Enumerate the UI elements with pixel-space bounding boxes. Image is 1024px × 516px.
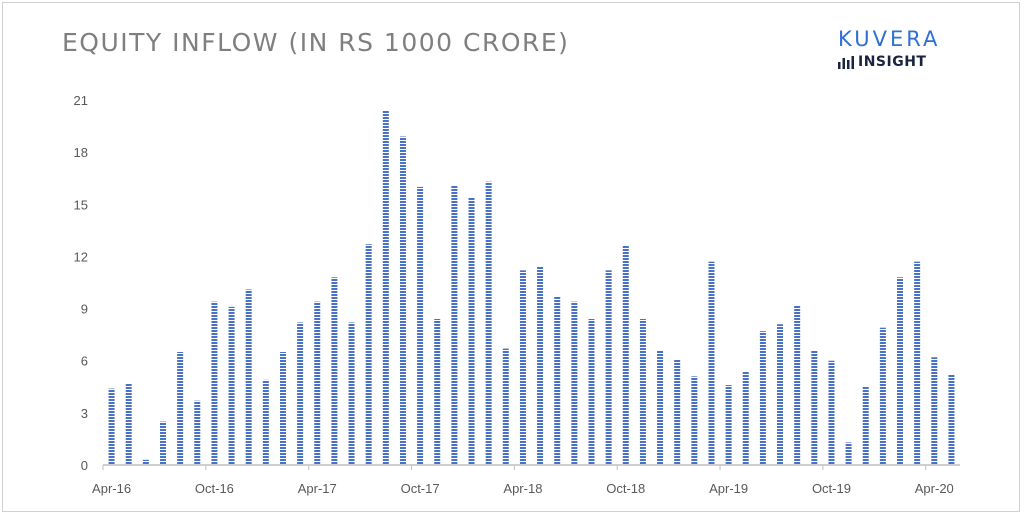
bar-may-18 <box>537 266 544 465</box>
chart-title: EQUITY INFLOW (IN RS 1000 CRORE) <box>62 28 570 57</box>
bar-aug-16 <box>177 352 184 465</box>
bar-nov-17 <box>434 319 441 465</box>
bar-mar-19 <box>708 261 715 465</box>
brand-subtitle-row: INSIGHT <box>838 54 948 70</box>
bar-aug-17 <box>382 110 389 466</box>
bar-dec-18 <box>657 350 664 465</box>
bar-nov-19 <box>845 442 852 465</box>
y-axis-tick-labels: 0 3 6 9 12 15 18 21 <box>74 93 88 473</box>
bar-may-16 <box>125 383 132 465</box>
bar-aug-19 <box>794 305 801 465</box>
bars <box>108 110 955 466</box>
bar-jul-17 <box>365 244 372 465</box>
x-tick-label: Apr-19 <box>709 481 748 496</box>
x-tick-label: Apr-20 <box>915 481 954 496</box>
y-tick-label: 18 <box>74 145 88 160</box>
bar-nov-16 <box>228 306 235 465</box>
bar-oct-19 <box>828 360 835 465</box>
bar-jan-17 <box>262 379 269 465</box>
bar-jan-19 <box>674 358 681 465</box>
bar-apr-20 <box>931 357 938 465</box>
x-tick-label: Oct-16 <box>195 481 234 496</box>
bar-jun-19 <box>759 331 766 465</box>
x-tick-label: Oct-19 <box>812 481 851 496</box>
y-tick-label: 3 <box>81 406 88 421</box>
bar-sep-19 <box>811 350 818 465</box>
brand-logo: KUVERA INSIGHT <box>838 28 948 70</box>
x-tick-label: Oct-17 <box>401 481 440 496</box>
brand-name: KUVERA <box>838 27 941 51</box>
bar-jan-20 <box>879 327 886 465</box>
bar-apr-18 <box>519 270 526 465</box>
bar-dec-16 <box>245 289 252 465</box>
bar-mar-18 <box>502 348 509 465</box>
bar-mar-20 <box>914 261 921 465</box>
bar-mar-17 <box>297 322 304 465</box>
bar-may-17 <box>331 277 338 465</box>
bar-apr-19 <box>725 385 732 465</box>
bar-sep-18 <box>605 270 612 465</box>
y-tick-label: 0 <box>81 458 88 473</box>
x-tick-label: Oct-18 <box>606 481 645 496</box>
bar-apr-17 <box>314 301 321 465</box>
bar-jul-16 <box>159 421 166 465</box>
bar-feb-17 <box>279 352 286 465</box>
bar-sep-17 <box>399 136 406 465</box>
bar-nov-18 <box>639 319 646 465</box>
y-tick-label: 15 <box>74 197 88 212</box>
x-tick-label: Apr-18 <box>503 481 542 496</box>
bar-jan-18 <box>468 197 475 465</box>
bar-oct-18 <box>622 246 629 465</box>
x-axis-tick-labels: Apr-16 Oct-16 Apr-17 Oct-17 Apr-18 Oct-18 Apr-… <box>92 481 954 496</box>
bar-may-20 <box>948 374 955 465</box>
bar-dec-19 <box>862 386 869 465</box>
y-tick-label: 9 <box>81 302 88 317</box>
brand-subtitle: INSIGHT <box>858 54 927 70</box>
y-tick-label: 6 <box>81 354 88 369</box>
bar-jun-18 <box>554 296 561 465</box>
bar-dec-17 <box>451 185 458 466</box>
bar-jun-17 <box>348 322 355 465</box>
bar-jul-19 <box>777 324 784 465</box>
bar-oct-17 <box>417 186 424 465</box>
bar-feb-20 <box>897 277 904 465</box>
bar-feb-19 <box>691 376 698 465</box>
bar-apr-16 <box>108 388 115 465</box>
y-tick-label: 21 <box>74 93 88 108</box>
x-tick-label: Apr-17 <box>298 481 337 496</box>
y-tick-label: 12 <box>74 249 88 264</box>
bar-feb-18 <box>485 181 492 465</box>
bar-aug-18 <box>588 319 595 465</box>
bar-chart-icon <box>838 55 854 69</box>
x-axis-ticks <box>102 465 927 470</box>
bar-jun-16 <box>142 459 149 465</box>
x-tick-label: Apr-16 <box>92 481 131 496</box>
bar-sep-16 <box>194 400 201 465</box>
bar-may-19 <box>742 371 749 465</box>
bar-jul-18 <box>571 301 578 465</box>
bar-oct-16 <box>211 301 218 465</box>
